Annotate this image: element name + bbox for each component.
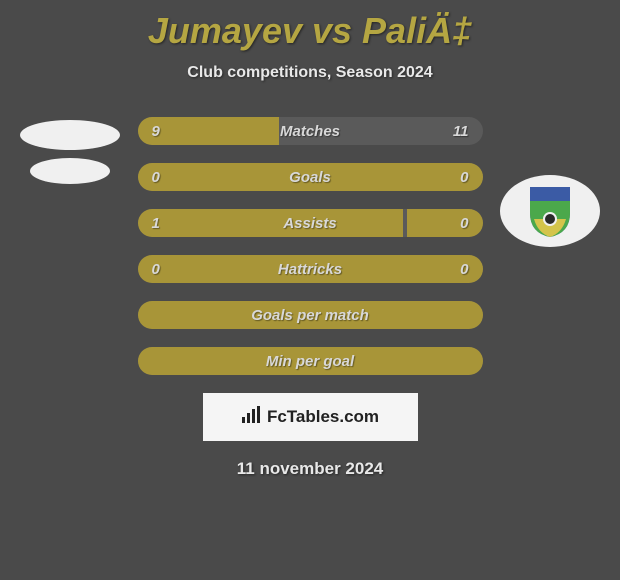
stat-value-right: 0: [460, 255, 468, 283]
stat-label: Hattricks: [138, 255, 483, 283]
comparison-bars: 9Matches110Goals01Assists00Hattricks0Goa…: [138, 117, 483, 375]
stat-value-right: 11: [453, 117, 469, 145]
page-title: Jumayev vs PaliÄ‡: [0, 0, 620, 52]
stat-bar: Goals per match: [138, 301, 483, 329]
stat-bar: 0Goals0: [138, 163, 483, 191]
player-right-logo: [500, 175, 600, 252]
stat-value-right: 0: [460, 209, 468, 237]
subtitle: Club competitions, Season 2024: [0, 64, 620, 82]
shield-icon: [500, 175, 600, 247]
stat-label: Min per goal: [138, 347, 483, 375]
stat-label: Matches: [138, 117, 483, 145]
stat-bar: 0Hattricks0: [138, 255, 483, 283]
stat-bar: 1Assists0: [138, 209, 483, 237]
watermark: FcTables.com: [203, 393, 418, 441]
stat-label: Goals per match: [138, 301, 483, 329]
stat-value-right: 0: [460, 163, 468, 191]
stat-label: Assists: [138, 209, 483, 237]
chart-icon: [241, 406, 261, 429]
player-left-logos: [10, 120, 120, 184]
watermark-text: FcTables.com: [267, 407, 379, 427]
stat-bar: 9Matches11: [138, 117, 483, 145]
stat-bar: Min per goal: [138, 347, 483, 375]
logo-ellipse: [20, 120, 120, 150]
logo-ellipse: [30, 158, 110, 184]
date-label: 11 november 2024: [0, 459, 620, 479]
stat-label: Goals: [138, 163, 483, 191]
